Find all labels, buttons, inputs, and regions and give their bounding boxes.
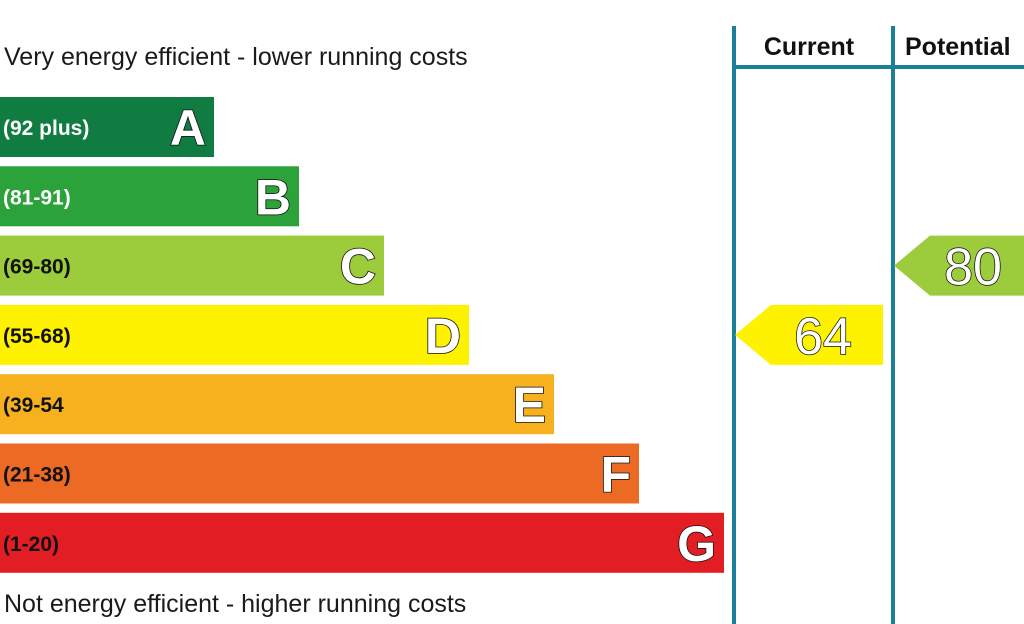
band-bar-b [0,166,299,227]
rating-bands: (92 plus) A (81-91) B (69-80) C (55-68) D (39-54… [0,97,724,573]
band-letter-d: D [425,308,461,364]
band-letter-f: F [600,447,631,503]
band-letter-e: E [513,377,546,433]
bottom-caption: Not energy efficient - higher running co… [4,590,467,618]
band-bar-g [0,512,724,573]
band-range-b: (81-91) [3,186,71,209]
band-range-f: (21-38) [3,464,71,487]
band-bar-a [0,97,214,157]
potential-column-header: Potential [905,33,1011,61]
current-column-header: Current [764,33,855,61]
band-letter-a: A [170,100,206,156]
band-range-e: (39-54 [3,394,64,417]
rating-arrows: 64 80 [735,235,1024,367]
potential-rating-arrow [894,235,1024,296]
rating-columns: Current Potential [732,26,1024,624]
band-letter-b: B [255,169,291,225]
current-rating-value: 64 [794,308,852,366]
current-rating-arrow [735,304,883,365]
band-range-d: (55-68) [3,325,71,348]
potential-rating-value: 80 [944,239,1002,297]
band-bar-f [0,443,639,504]
band-range-g: (1-20) [3,533,59,556]
top-caption: Very energy efficient - lower running co… [4,43,468,71]
band-range-c: (69-80) [3,256,71,279]
band-bar-d [0,304,469,365]
band-letter-c: C [340,239,376,295]
band-bar-e [0,374,554,435]
band-bar-c [0,235,384,296]
band-letter-g: G [677,516,716,572]
band-range-a: (92 plus) [3,117,89,140]
